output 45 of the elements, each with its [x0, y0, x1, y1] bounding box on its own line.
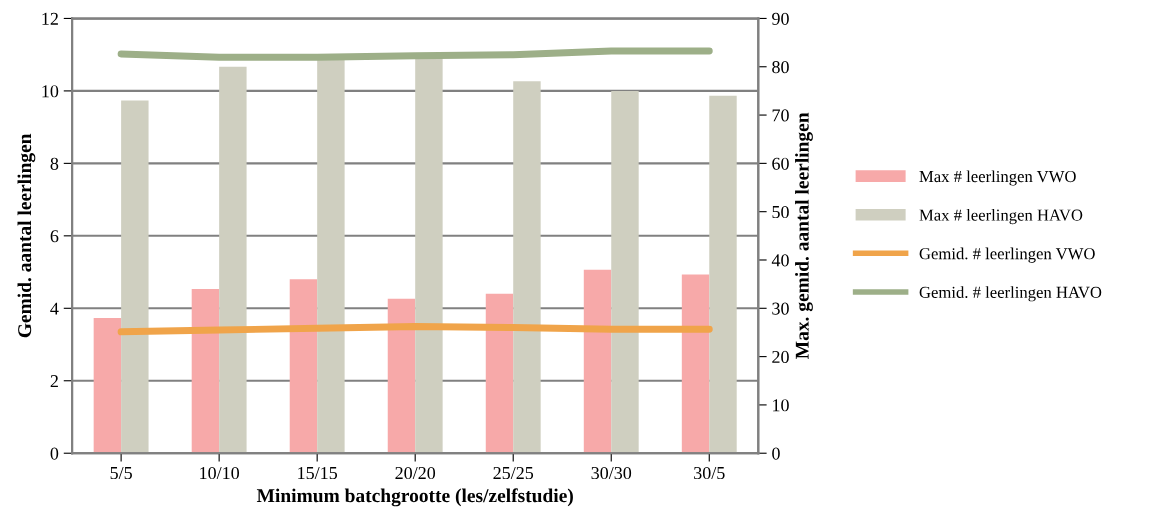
y2-axis-title: Max. gemid. aantal leerlingen [795, 112, 813, 359]
y-tick-label: 0 [50, 447, 59, 460]
y-axis-title: Gemid. aantal leerlingen [17, 133, 36, 338]
y2-tick-label: 20 [772, 350, 789, 364]
x-tick-label: 20/20 [395, 466, 436, 480]
legend-label: Gemid. # leerlingen VWO [919, 247, 1095, 263]
bar [121, 100, 149, 454]
y2-tick-label: 90 [772, 12, 789, 25]
legend-label: Gemid. # leerlingen HAVO [919, 286, 1102, 302]
bar [513, 81, 541, 454]
bar [219, 66, 247, 454]
bar [93, 317, 122, 454]
bar [485, 293, 514, 454]
y-tick-label: 12 [42, 12, 58, 25]
x-axis-title: Minimum batchgrootte (les/zelfstudie) [256, 488, 573, 507]
y2-tick-label: 0 [772, 447, 780, 460]
bar [191, 288, 220, 454]
bar [681, 274, 710, 454]
y2-tick-label: 80 [772, 61, 789, 74]
bar [709, 95, 737, 454]
y2-tick-label: 70 [772, 109, 789, 122]
bar [583, 269, 612, 454]
x-tick-label: 30/30 [591, 466, 632, 480]
x-tick-label: 5/5 [110, 467, 132, 480]
x-tick-label: 25/25 [493, 466, 534, 480]
bar [289, 279, 318, 454]
x-tick-label: 30/5 [694, 466, 725, 480]
y-tick-label: 2 [50, 375, 58, 388]
x-tick-label: 15/15 [298, 467, 338, 480]
y-tick-label: 8 [50, 157, 59, 170]
bar [317, 57, 345, 454]
y2-tick-label: 30 [772, 302, 789, 315]
bar [415, 57, 443, 454]
y2-tick-label: 10 [773, 399, 789, 412]
y2-tick-label: 50 [772, 205, 789, 219]
y-tick-label: 10 [42, 85, 59, 98]
y2-tick-label: 40 [771, 254, 789, 267]
bar [611, 90, 639, 454]
x-tick-label: 10/10 [200, 466, 240, 480]
y-tick-label: 4 [50, 302, 59, 315]
y2-tick-label: 60 [772, 157, 789, 170]
legend-label: Max # leerlingen VWO [919, 170, 1076, 186]
bar [387, 298, 416, 454]
y-tick-label: 6 [50, 230, 59, 243]
legend-label: Max # leerlingen HAVO [919, 209, 1083, 225]
